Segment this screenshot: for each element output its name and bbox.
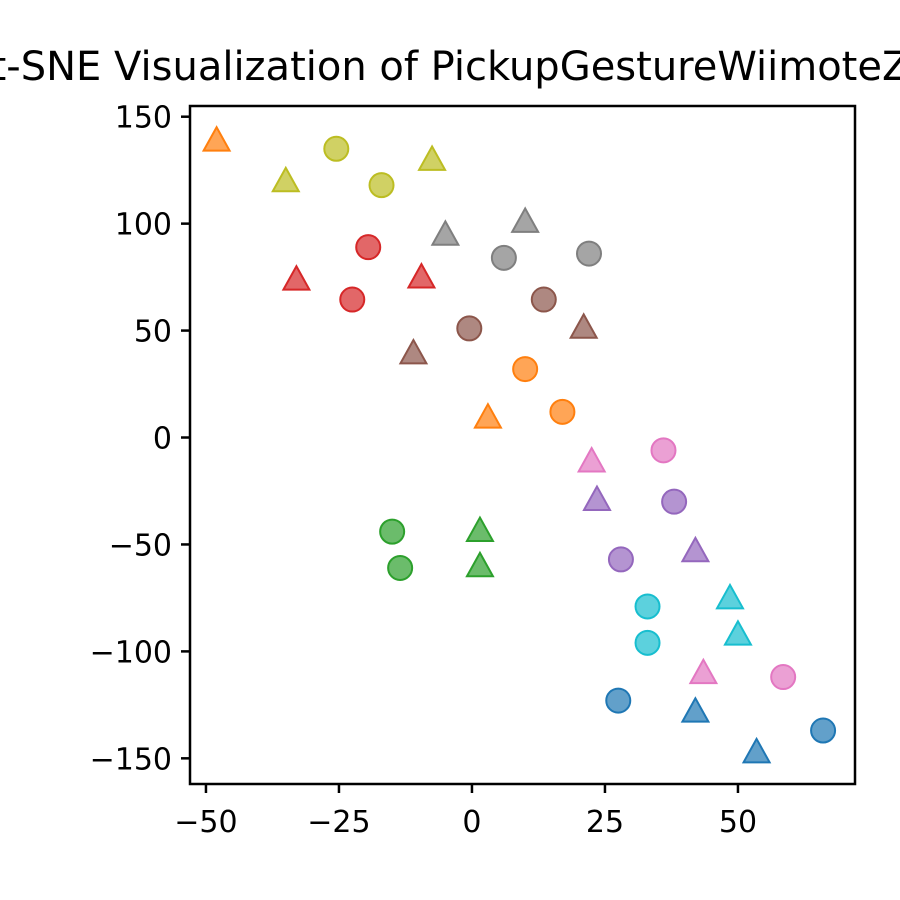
triangle-point-gray bbox=[430, 219, 461, 246]
triangle-point-cyan bbox=[715, 582, 745, 610]
triangle-point-pink bbox=[576, 445, 607, 473]
circle-point-brown bbox=[530, 286, 557, 313]
circle-point-pink bbox=[650, 437, 677, 464]
circle-point-blue bbox=[810, 717, 837, 744]
triangle-point-blue bbox=[680, 696, 711, 723]
triangle-point-pink bbox=[688, 657, 719, 685]
circle-point-red bbox=[339, 286, 366, 313]
y-tick-label: −50 bbox=[109, 528, 172, 563]
triangle-point-red bbox=[281, 264, 312, 291]
circle-point-cyan bbox=[634, 593, 661, 620]
circle-point-blue bbox=[605, 687, 632, 714]
circle-point-gray bbox=[490, 244, 517, 271]
circle-point-green bbox=[379, 518, 406, 545]
triangle-point-brown bbox=[568, 312, 599, 339]
x-tick-label: −25 bbox=[307, 805, 370, 840]
triangle-point-cyan bbox=[723, 619, 753, 646]
circle-point-orange bbox=[512, 356, 539, 383]
y-tick-label: 150 bbox=[115, 101, 172, 136]
triangle-point-green bbox=[465, 550, 495, 578]
circle-point-red bbox=[355, 234, 382, 261]
x-tick-label: −50 bbox=[174, 805, 237, 840]
triangle-point-red bbox=[406, 262, 437, 289]
circle-point-purple bbox=[661, 488, 688, 515]
x-tick-label: 0 bbox=[462, 805, 481, 840]
y-tick-label: 50 bbox=[134, 315, 172, 350]
circle-point-pink bbox=[770, 664, 797, 691]
triangle-point-orange bbox=[473, 402, 503, 429]
y-tick-label: 0 bbox=[153, 422, 172, 457]
data-points bbox=[201, 125, 837, 764]
chart-title: t-SNE Visualization of PickupGestureWiim… bbox=[0, 44, 900, 90]
x-tick-label: 50 bbox=[719, 805, 757, 840]
circle-point-cyan bbox=[634, 629, 661, 656]
circle-point-brown bbox=[456, 315, 483, 342]
axes-frame bbox=[188, 104, 857, 786]
circle-point-olive bbox=[323, 135, 350, 162]
triangle-point-olive bbox=[417, 144, 447, 171]
axis-ticks: −50 −25 0 25 50 −150 −100 −50 0 50 100 150 bbox=[90, 101, 757, 840]
circle-point-purple bbox=[607, 546, 634, 573]
triangle-point-green bbox=[465, 515, 495, 542]
x-tick-label: 25 bbox=[586, 805, 624, 840]
circle-point-olive bbox=[368, 172, 395, 199]
y-tick-label: 100 bbox=[115, 208, 172, 243]
triangle-point-blue bbox=[741, 736, 772, 764]
triangle-point-purple bbox=[582, 484, 612, 511]
circle-point-orange bbox=[549, 398, 576, 425]
triangle-point-purple bbox=[680, 535, 711, 563]
triangle-point-gray bbox=[510, 206, 540, 233]
triangle-point-orange bbox=[201, 125, 232, 152]
triangle-point-brown bbox=[398, 337, 429, 365]
triangle-point-olive bbox=[271, 165, 301, 193]
circle-point-gray bbox=[576, 240, 602, 267]
circle-point-green bbox=[387, 554, 414, 581]
y-tick-label: −150 bbox=[90, 742, 172, 777]
y-tick-label: −100 bbox=[90, 635, 172, 670]
